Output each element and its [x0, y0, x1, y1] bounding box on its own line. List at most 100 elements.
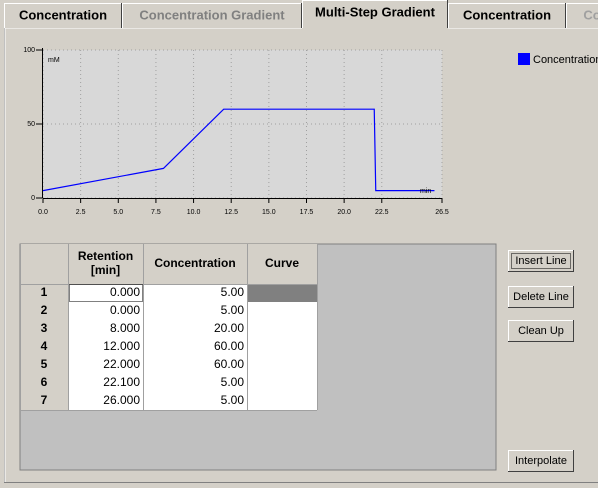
tab-border — [122, 3, 302, 28]
cell — [68, 338, 247, 356]
plot-area — [43, 50, 442, 198]
button[interactable]: Delete Line — [508, 286, 574, 308]
tab-label[interactable]: Concentration — [19, 7, 107, 22]
retention-cell[interactable]: 12.000 — [103, 339, 140, 353]
concentration-cell[interactable]: 20.00 — [214, 321, 244, 335]
retention-cell[interactable]: 0.000 — [110, 285, 140, 299]
tab-label[interactable]: Con — [583, 7, 598, 22]
tab[interactable]: Concentration — [4, 3, 122, 28]
curve-cell[interactable] — [247, 302, 317, 320]
button-border — [508, 286, 574, 308]
retention-cell[interactable]: 26.000 — [103, 393, 140, 407]
x-tick-label: 17.5 — [300, 209, 314, 216]
curve-cell[interactable] — [247, 284, 317, 302]
button-border — [508, 450, 574, 472]
button-label[interactable]: Insert Line — [515, 255, 566, 267]
tab[interactable]: Concentration Gradient — [122, 3, 302, 28]
header-row — [20, 244, 317, 284]
button[interactable]: Clean Up — [508, 320, 574, 342]
row-header-cell — [20, 284, 68, 302]
button-face[interactable] — [508, 450, 574, 472]
x-tick-label: 20.0 — [337, 209, 351, 216]
column-header: Retention [min] — [78, 249, 133, 277]
tab-face[interactable] — [302, 0, 448, 29]
button-face[interactable] — [508, 250, 574, 272]
y-tick-label: 100 — [23, 47, 35, 54]
tab[interactable]: Concentration — [448, 3, 566, 28]
tab-border — [448, 3, 566, 28]
button-face[interactable] — [508, 286, 574, 308]
curve-cell[interactable] — [247, 320, 317, 338]
button-border — [508, 250, 574, 272]
button-border — [508, 450, 574, 472]
tab-label[interactable]: Multi-Step Gradient — [315, 4, 436, 19]
cell — [68, 356, 247, 374]
curve-cell[interactable] — [247, 338, 317, 356]
tab-border — [302, 0, 448, 28]
row-header-cell — [20, 374, 68, 392]
retention-cell[interactable]: 22.100 — [103, 375, 140, 389]
y-tick-label: 50 — [27, 121, 35, 128]
legend-label: Concentration — [533, 54, 598, 66]
concentration-cell[interactable]: 5.00 — [221, 303, 245, 317]
button-border — [508, 320, 574, 342]
curve-cell[interactable] — [247, 356, 317, 374]
legend-swatch — [518, 53, 530, 65]
cell — [68, 392, 247, 410]
row-header-cell — [20, 356, 68, 374]
x-tick-label: 2.5 — [76, 209, 86, 216]
button-label[interactable]: Delete Line — [513, 291, 569, 303]
tab[interactable]: Con — [566, 3, 598, 28]
button-face[interactable] — [508, 320, 574, 342]
column-header: Curve — [265, 256, 299, 270]
button-border — [508, 286, 574, 308]
row-number: 6 — [41, 375, 48, 389]
tab-face[interactable] — [566, 3, 598, 28]
curve-cell[interactable] — [247, 374, 317, 392]
tab-border — [4, 3, 122, 28]
x-tick-label: 22.5 — [375, 209, 389, 216]
tab-face[interactable] — [122, 3, 302, 28]
row-header-cell — [20, 338, 68, 356]
column-header: Concentration — [154, 256, 235, 270]
tab-label[interactable]: Concentration — [463, 7, 551, 22]
tab-label[interactable]: Concentration Gradient — [139, 7, 285, 22]
button-label[interactable]: Interpolate — [515, 455, 567, 467]
cell — [68, 374, 247, 392]
x-tick-label: 26.5 — [435, 209, 449, 216]
y-axis-label: mM — [48, 57, 60, 64]
tab-border — [566, 3, 598, 28]
row-number: 3 — [41, 321, 48, 335]
row-number: 7 — [41, 393, 48, 407]
curve-cell[interactable] — [247, 392, 317, 410]
row-header-cell — [20, 302, 68, 320]
concentration-cell[interactable]: 5.00 — [221, 285, 245, 299]
tab-face[interactable] — [448, 3, 566, 28]
row-number: 5 — [41, 357, 48, 371]
retention-cell[interactable]: 22.000 — [103, 357, 140, 371]
row-header-cell — [20, 392, 68, 410]
x-tick-label: 15.0 — [262, 209, 276, 216]
y-tick-label: 0 — [31, 195, 35, 202]
row-number: 4 — [41, 339, 48, 353]
tab-face[interactable] — [4, 3, 122, 28]
button[interactable]: Insert Line — [508, 250, 574, 272]
row-number: 1 — [41, 285, 48, 299]
button-label[interactable]: Clean Up — [518, 325, 564, 337]
retention-cell[interactable]: 0.000 — [110, 303, 140, 317]
concentration-cell[interactable]: 5.00 — [221, 393, 245, 407]
concentration-cell[interactable]: 60.00 — [214, 357, 244, 371]
focus-rect — [511, 253, 571, 269]
tab[interactable]: Multi-Step Gradient — [302, 0, 448, 29]
x-tick-label: 0.0 — [38, 209, 48, 216]
concentration-cell[interactable]: 5.00 — [221, 375, 245, 389]
button[interactable]: Interpolate — [508, 450, 574, 472]
x-axis-label: min — [420, 188, 431, 195]
retention-cell[interactable]: 8.000 — [110, 321, 140, 335]
row-header-cell — [20, 320, 68, 338]
row-number: 2 — [41, 303, 48, 317]
button-border — [508, 320, 574, 342]
button-border — [508, 250, 574, 272]
concentration-cell[interactable]: 60.00 — [214, 339, 244, 353]
x-tick-label: 12.5 — [224, 209, 238, 216]
